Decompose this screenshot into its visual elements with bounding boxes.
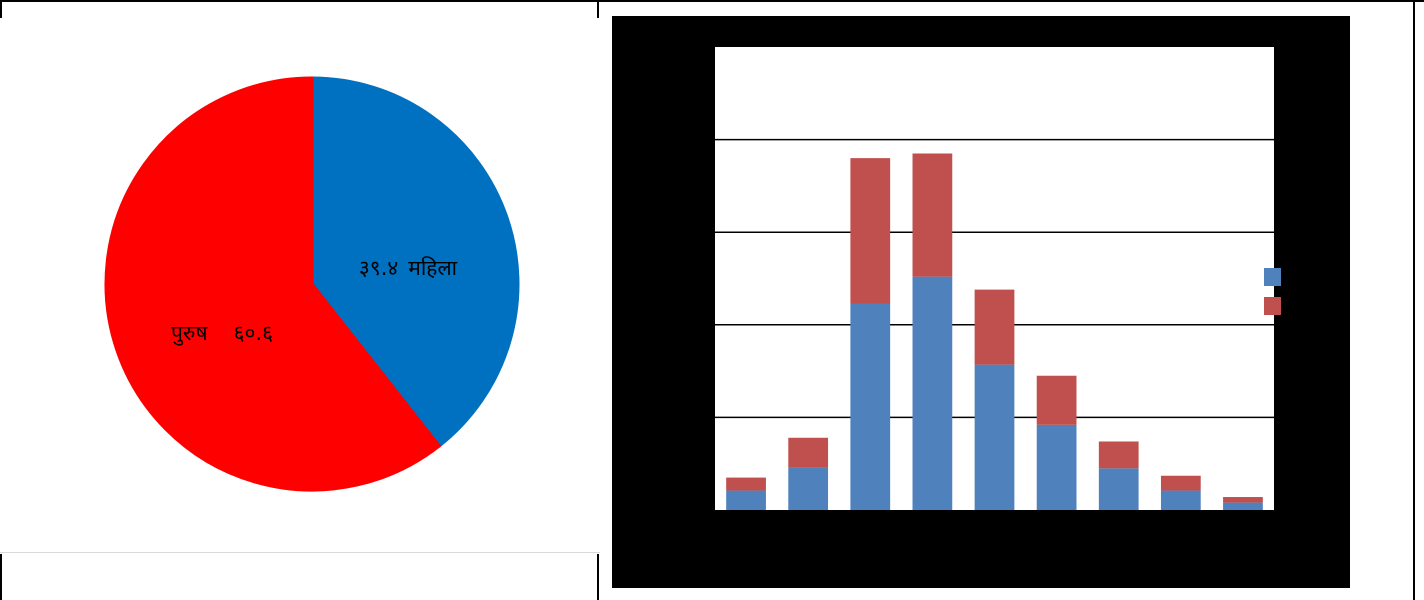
bar-series-1 — [1098, 468, 1139, 510]
bar-series-2 — [850, 158, 891, 304]
bar-series-2 — [974, 289, 1015, 365]
table-center-divider-top — [597, 0, 599, 18]
pie-chart-canvas: ३९.४ महिला पुरुष ६०.६ — [104, 76, 520, 492]
pie-panel-divider — [0, 552, 600, 553]
table-left-border-bottom — [0, 554, 2, 600]
pie-slices — [104, 76, 520, 492]
bar-chart-canvas — [715, 47, 1274, 510]
bar-series-2 — [912, 153, 953, 277]
bar-series-1 — [912, 276, 953, 510]
pie-value-male: ६०.६ — [234, 321, 273, 345]
bar-series-2 — [788, 437, 829, 468]
pie-slice-female — [310, 76, 520, 449]
table-center-divider-bottom — [597, 554, 599, 600]
bars — [726, 153, 1263, 510]
bar-series-1 — [1160, 490, 1201, 510]
bar-series-2 — [1160, 475, 1201, 491]
pie-label-female: ३९.४ महिला — [359, 256, 458, 280]
bar-series-1 — [974, 364, 1015, 510]
bar-series-1 — [1223, 502, 1263, 510]
bar-series-1 — [850, 303, 891, 510]
gender-pie-chart: ३९.४ महिला पुरुष ६०.६ — [0, 18, 600, 554]
bar-series-2 — [1223, 497, 1263, 503]
pie-slice-male — [104, 76, 442, 492]
pie-name-female: महिला — [408, 256, 457, 280]
legend-key-series-2 — [1264, 297, 1281, 315]
table-top-border — [0, 0, 1424, 2]
pie-label-male: पुरुष ६०.६ — [171, 321, 273, 346]
bar-series-2 — [1098, 441, 1139, 469]
table-left-border-top — [0, 0, 2, 18]
bar-series-1 — [1036, 424, 1077, 510]
pie-name-male: पुरुष — [171, 321, 208, 346]
bar-series-1 — [726, 490, 766, 510]
stacked-bar-chart — [612, 16, 1350, 588]
legend-key-series-1 — [1264, 268, 1281, 286]
pie-value-female: ३९.४ — [359, 256, 398, 280]
bar-series-1 — [788, 467, 829, 510]
bar-series-2 — [1036, 375, 1077, 425]
bar-series-2 — [726, 477, 766, 491]
table-right-border — [1413, 0, 1415, 600]
